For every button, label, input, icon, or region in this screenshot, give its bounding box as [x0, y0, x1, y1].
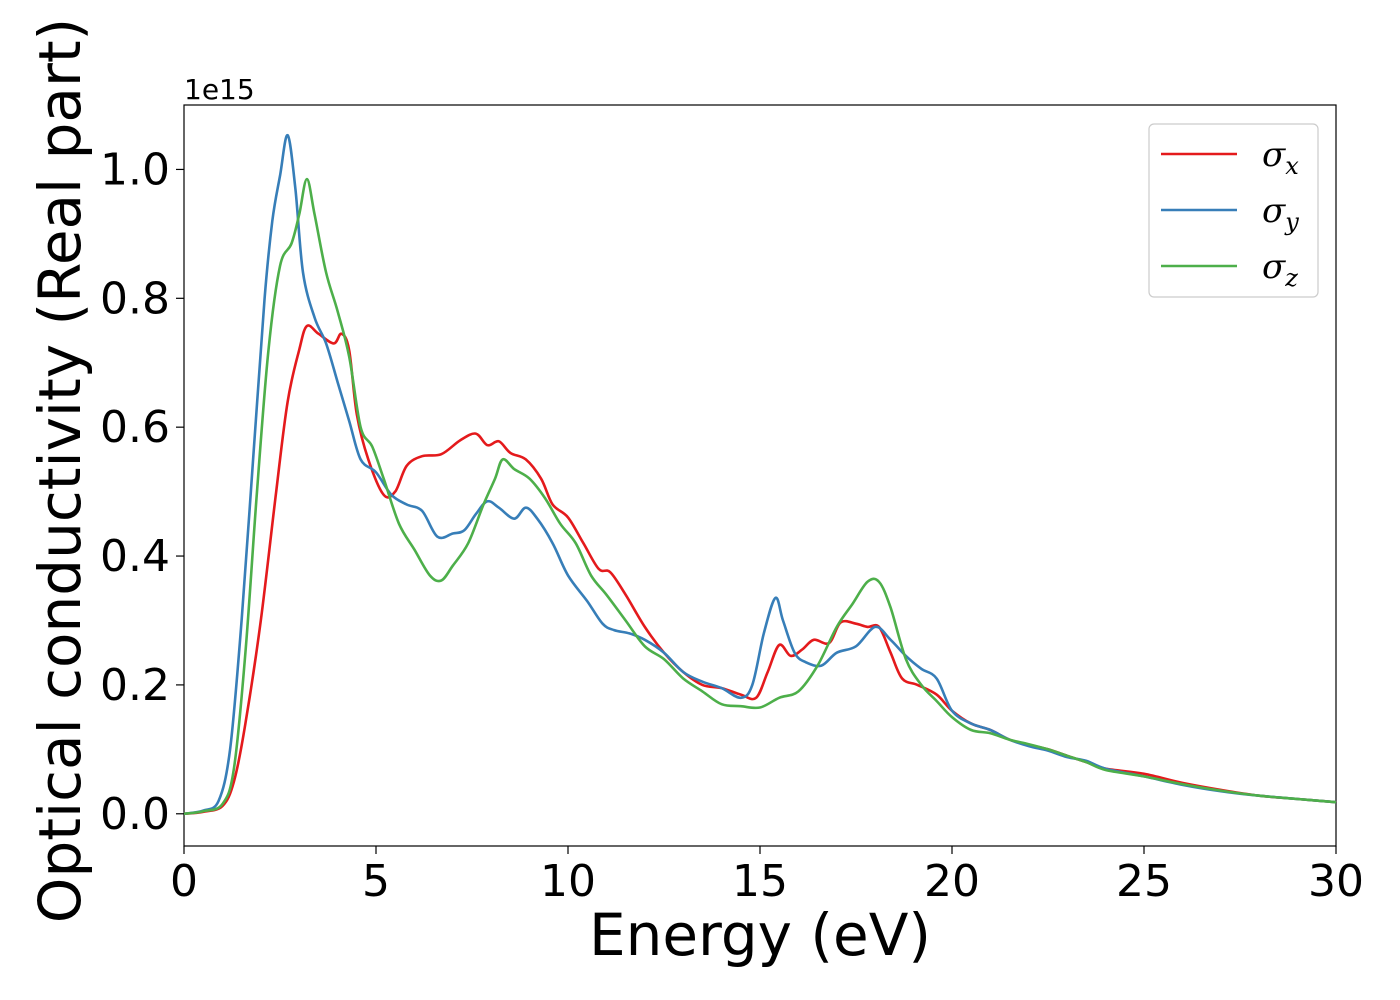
- x-tick-label: 0: [170, 856, 198, 907]
- y-offset-label: 1e15: [184, 73, 255, 106]
- legend-label-x: σx: [1262, 135, 1299, 180]
- x-tick-label: 15: [732, 856, 788, 907]
- plot-area: 0 5 10 15 20 25 30 0.0 0.2 0.4 0.6 0.8 1.0: [100, 104, 1364, 907]
- y-tick-label: 1.0: [100, 144, 170, 195]
- x-axis-title: Energy (eV): [589, 901, 931, 969]
- legend-label-y: σy: [1262, 191, 1299, 236]
- y-tick-label: 0.6: [100, 402, 170, 453]
- x-tick-label: 25: [1116, 856, 1172, 907]
- series-layer: [183, 133, 1337, 816]
- legend: σx σy σz: [1148, 123, 1319, 298]
- y-axis: 0.0 0.2 0.4 0.6 0.8 1.0: [100, 144, 184, 840]
- x-tick-label: 10: [540, 856, 596, 907]
- x-axis: 0 5 10 15 20 25 30: [170, 846, 1364, 907]
- x-tick-label: 20: [924, 856, 980, 907]
- x-tick-label: 30: [1308, 856, 1364, 907]
- y-tick-label: 0.4: [100, 531, 170, 582]
- y-tick-label: 0.0: [100, 789, 170, 840]
- y-tick-label: 0.2: [100, 660, 170, 711]
- legend-label-z: σz: [1262, 247, 1298, 292]
- x-tick-label: 5: [362, 856, 390, 907]
- y-axis-title: Optical conductivity (Real part): [26, 18, 94, 923]
- series-line-z: [183, 177, 1337, 816]
- y-tick-label: 0.8: [100, 273, 170, 324]
